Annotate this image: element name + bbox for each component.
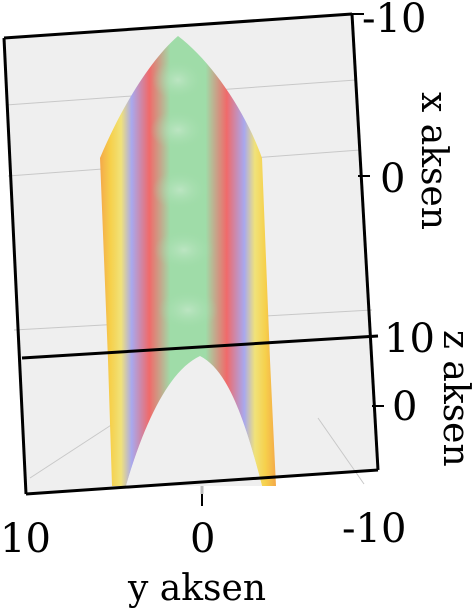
surface-highlights xyxy=(150,60,218,330)
y-tick-label-1: 0 xyxy=(190,516,215,562)
x-tick-label-0: -10 xyxy=(362,0,426,42)
z-tick-label-0: 10 xyxy=(384,316,435,362)
surface-inner-gap xyxy=(126,362,262,486)
y-tick-label-0: 10 xyxy=(0,516,51,562)
y-axis-label: y aksen xyxy=(127,568,266,609)
x-axis-label: x aksen xyxy=(413,92,454,230)
surface xyxy=(100,36,276,486)
z-axis-label: z aksen xyxy=(435,330,472,467)
x-tick-label-1: 0 xyxy=(380,156,405,202)
tick-marks xyxy=(201,13,384,506)
box-outline xyxy=(2,12,380,496)
z-tick-label-1: 0 xyxy=(392,384,417,430)
y-tick-label-2: -10 xyxy=(342,506,406,552)
